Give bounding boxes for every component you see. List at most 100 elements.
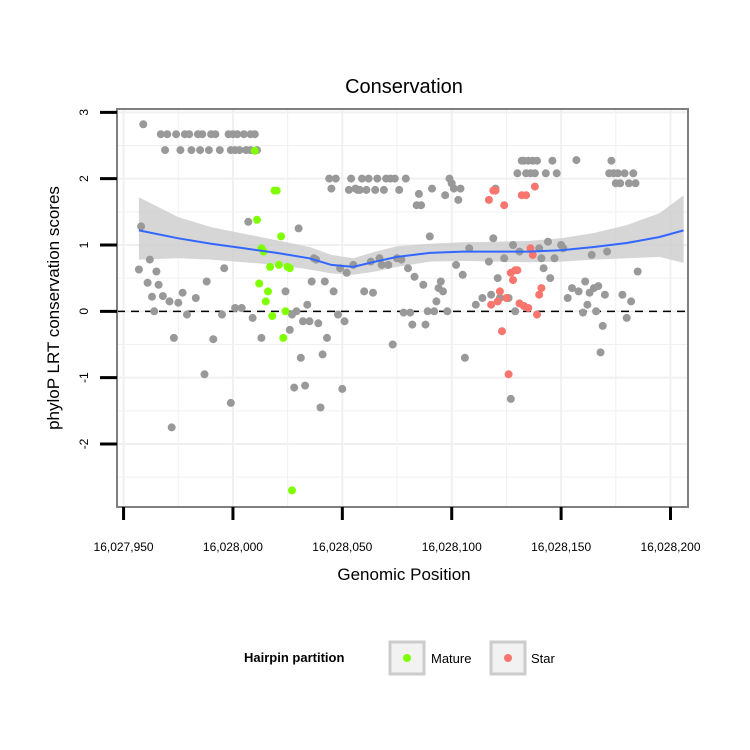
point-other (428, 184, 436, 193)
point-other (145, 255, 154, 264)
point-other (493, 274, 502, 283)
point-other (489, 234, 498, 243)
point-other (161, 146, 170, 155)
point-other (456, 184, 465, 193)
point-other (290, 383, 299, 392)
point-other (158, 292, 167, 301)
point-other (338, 384, 347, 393)
point-mature (253, 215, 261, 224)
point-other (544, 237, 552, 246)
point-other (511, 307, 520, 316)
point-other (622, 313, 631, 322)
point-other (327, 184, 336, 193)
point-star (528, 250, 537, 259)
point-other (220, 264, 229, 273)
point-other (143, 278, 152, 287)
point-star (537, 284, 546, 293)
point-star (504, 370, 513, 379)
legend-entry-mature: Mature (388, 640, 471, 676)
point-other (320, 277, 329, 286)
point-star (493, 297, 502, 306)
point-other (537, 254, 546, 263)
point-other (183, 310, 191, 319)
point-other (285, 325, 294, 334)
panel-background (117, 109, 688, 507)
point-other (360, 287, 369, 296)
point-mature (261, 297, 270, 306)
point-other (150, 307, 159, 316)
point-other (191, 294, 200, 302)
point-other (506, 394, 515, 403)
point-other (187, 146, 196, 155)
point-star (530, 182, 539, 191)
point-other (172, 130, 181, 139)
point-other (410, 272, 419, 281)
point-other (371, 185, 380, 194)
point-other (399, 308, 408, 317)
point-other (574, 287, 583, 296)
point-other (340, 317, 349, 326)
point-star (491, 186, 500, 195)
legend-label-star: Star (531, 651, 556, 666)
point-other (152, 267, 161, 276)
point-other (452, 260, 461, 269)
smooth-confidence-band (138, 195, 684, 275)
point-other (454, 195, 463, 204)
point-other (233, 130, 242, 139)
point-star (524, 304, 533, 312)
point-other (134, 265, 143, 274)
point-other (355, 185, 364, 194)
point-other (568, 284, 576, 293)
point-other (390, 174, 399, 183)
point-other (185, 130, 194, 139)
point-mature (250, 146, 259, 155)
point-other (196, 146, 205, 155)
y-axis-title: phyloP LRT conservation scores (44, 186, 63, 430)
point-other (395, 185, 404, 194)
y-tick-label: -2 (77, 438, 91, 449)
y-tick-label: 0 (77, 308, 91, 315)
point-other (301, 381, 310, 390)
point-other (257, 333, 266, 342)
point-other (165, 297, 174, 306)
point-mature (285, 264, 294, 273)
point-star (487, 300, 496, 309)
smooth-trend-line (138, 229, 684, 268)
point-other (169, 333, 178, 342)
point-star (535, 290, 544, 299)
point-star (484, 195, 493, 204)
point-other (414, 189, 423, 198)
point-other (307, 277, 316, 286)
point-star (513, 266, 522, 275)
point-other (314, 319, 323, 328)
point-other (137, 222, 146, 231)
x-tick-label: 16,028,100 (422, 540, 482, 554)
point-other (323, 333, 331, 342)
point-other (509, 241, 517, 249)
legend: Hairpin partition Mature Star (244, 640, 556, 676)
x-tick-label: 16,028,000 (203, 540, 263, 554)
point-star (533, 310, 541, 319)
x-axis-title: Genomic Position (337, 565, 470, 584)
point-other (631, 179, 640, 188)
point-other (441, 191, 450, 200)
point-other (281, 287, 290, 296)
point-other (178, 288, 187, 297)
point-other (423, 307, 432, 316)
point-other (406, 308, 415, 317)
y-tick-label: 2 (77, 175, 91, 182)
point-other (541, 169, 550, 178)
point-other (209, 335, 218, 344)
point-other (156, 130, 165, 139)
point-other (500, 254, 509, 263)
point-other (594, 282, 603, 291)
x-tick-label: 16,028,150 (531, 540, 591, 554)
point-other (347, 174, 356, 183)
point-other (465, 244, 474, 253)
data-points (134, 120, 642, 495)
y-tick-label: 1 (77, 241, 91, 248)
point-mature (277, 232, 286, 241)
point-other (299, 317, 307, 326)
point-other (603, 247, 612, 256)
point-other (342, 268, 351, 277)
